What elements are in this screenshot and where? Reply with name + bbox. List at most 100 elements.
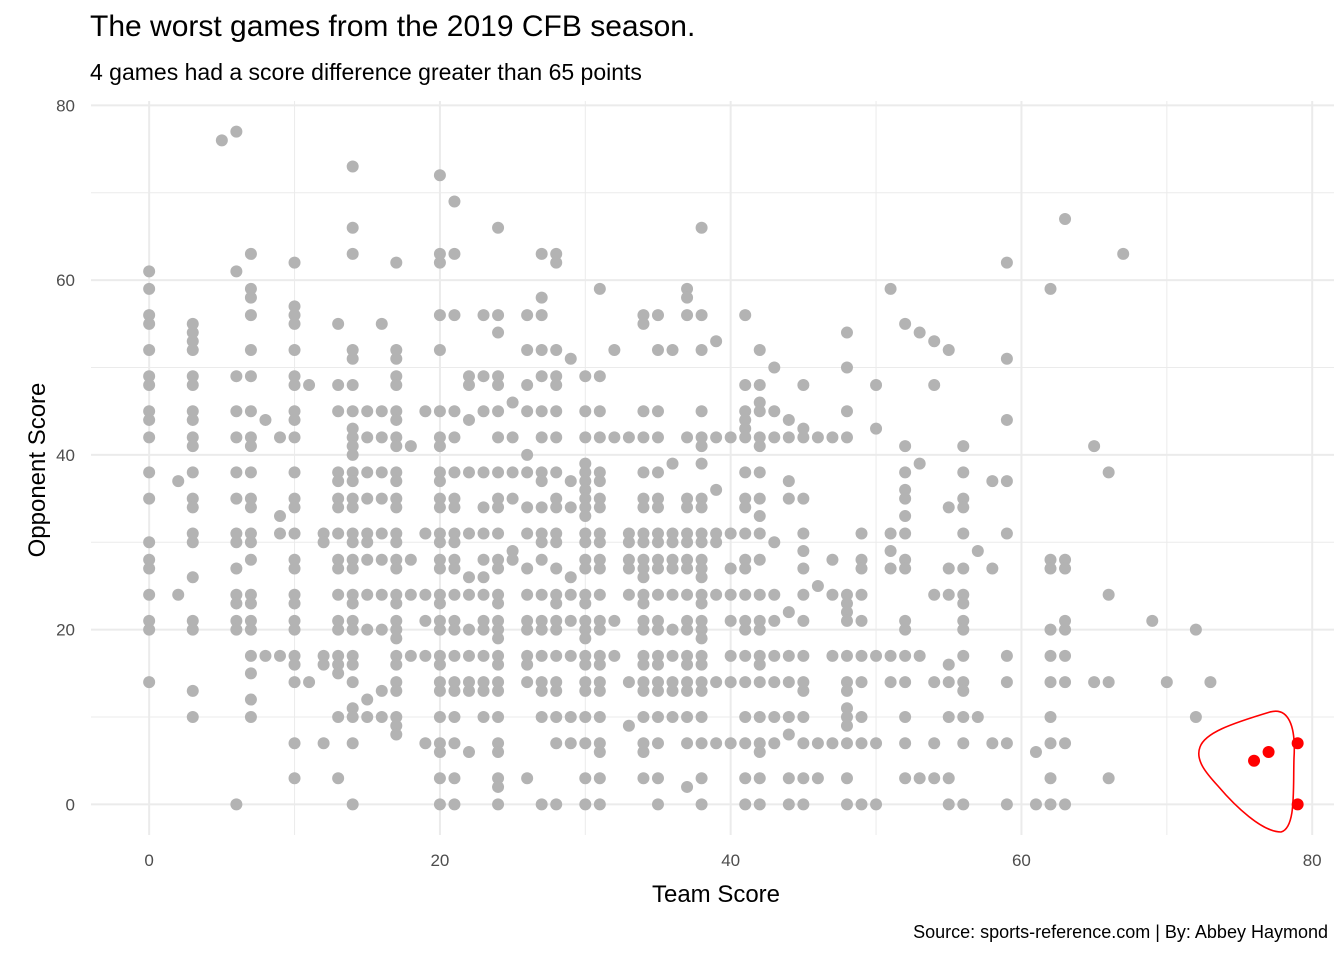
data-point — [666, 553, 679, 566]
data-point — [288, 466, 301, 479]
data-point — [1102, 466, 1115, 479]
data-point — [448, 772, 461, 785]
data-point — [579, 614, 592, 627]
data-point — [710, 483, 723, 496]
data-point — [288, 588, 301, 601]
data-point — [550, 614, 563, 627]
data-point — [521, 588, 534, 601]
data-point — [579, 370, 592, 383]
data-point — [1059, 553, 1072, 566]
data-point — [957, 527, 970, 540]
data-point — [361, 553, 374, 566]
data-point — [681, 658, 694, 671]
data-point — [651, 676, 664, 689]
data-point — [681, 614, 694, 627]
data-point — [288, 344, 301, 357]
data-point — [840, 649, 853, 662]
data-point — [375, 553, 388, 566]
data-point — [1059, 649, 1072, 662]
data-point — [550, 562, 563, 575]
data-point — [477, 649, 490, 662]
highlighted-data-point — [1262, 745, 1275, 758]
data-point — [346, 466, 359, 479]
data-point — [230, 597, 243, 610]
data-point — [753, 623, 766, 636]
data-point — [186, 370, 199, 383]
data-point — [710, 431, 723, 444]
data-point — [332, 466, 345, 479]
data-point — [1189, 623, 1202, 636]
data-point — [724, 562, 737, 575]
data-point — [957, 597, 970, 610]
data-point — [535, 370, 548, 383]
data-point — [840, 614, 853, 627]
data-point — [492, 378, 505, 391]
data-point — [579, 475, 592, 488]
data-point — [492, 597, 505, 610]
data-point — [637, 431, 650, 444]
data-point — [433, 745, 446, 758]
data-point — [564, 475, 577, 488]
data-point — [506, 396, 519, 409]
data-point — [230, 405, 243, 418]
data-point — [521, 772, 534, 785]
data-point — [361, 623, 374, 636]
data-point — [492, 632, 505, 645]
data-point — [288, 649, 301, 662]
data-point — [288, 300, 301, 313]
data-point — [244, 431, 257, 444]
data-point — [332, 649, 345, 662]
data-point — [637, 745, 650, 758]
data-point — [651, 431, 664, 444]
data-point — [681, 676, 694, 689]
x-tick-label: 20 — [430, 851, 449, 870]
data-point — [332, 772, 345, 785]
data-point — [535, 553, 548, 566]
data-point — [637, 405, 650, 418]
data-point — [579, 510, 592, 523]
data-point — [273, 431, 286, 444]
data-point — [797, 711, 810, 724]
data-point — [986, 737, 999, 750]
data-point — [230, 623, 243, 636]
data-point — [724, 527, 737, 540]
data-point — [651, 562, 664, 575]
data-point — [288, 309, 301, 322]
data-point — [870, 798, 883, 811]
data-point — [288, 256, 301, 269]
data-point — [637, 711, 650, 724]
data-point — [288, 492, 301, 505]
data-point — [913, 457, 926, 470]
data-point — [651, 614, 664, 627]
data-point — [332, 711, 345, 724]
data-point — [492, 684, 505, 697]
data-point — [753, 676, 766, 689]
data-point — [492, 553, 505, 566]
data-point — [288, 317, 301, 330]
data-point — [739, 431, 752, 444]
data-point — [550, 536, 563, 549]
data-point — [390, 676, 403, 689]
data-point — [840, 737, 853, 750]
data-point — [739, 405, 752, 418]
data-point — [535, 475, 548, 488]
data-point — [899, 317, 912, 330]
data-point — [564, 352, 577, 365]
data-point — [433, 553, 446, 566]
data-point — [768, 431, 781, 444]
data-point — [768, 361, 781, 374]
data-point — [637, 309, 650, 322]
data-point — [535, 588, 548, 601]
data-point — [521, 448, 534, 461]
data-point — [840, 719, 853, 732]
data-point — [637, 623, 650, 636]
data-point — [230, 536, 243, 549]
data-point — [143, 317, 156, 330]
data-point — [593, 684, 606, 697]
data-point — [535, 431, 548, 444]
data-point — [244, 597, 257, 610]
data-point — [346, 614, 359, 627]
data-point — [361, 536, 374, 549]
data-point — [462, 466, 475, 479]
data-point — [579, 623, 592, 636]
